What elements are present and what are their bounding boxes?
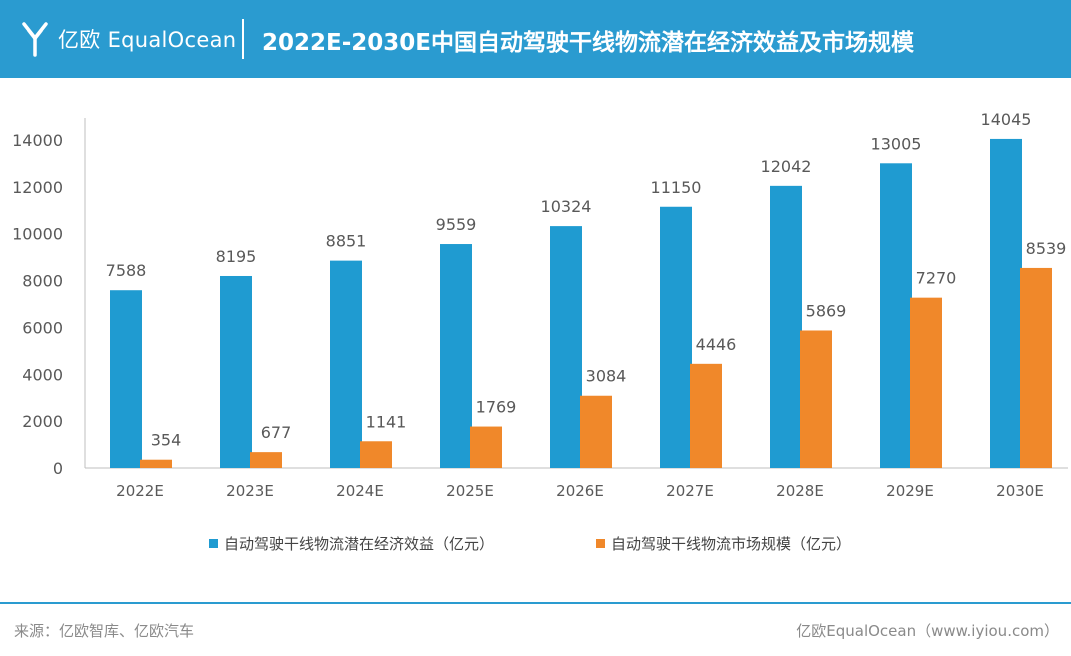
x-tick-label: 2026E — [556, 482, 604, 500]
bar-economic-benefit — [330, 260, 362, 468]
data-label-market-size: 7270 — [916, 269, 957, 288]
data-label-economic-benefit: 12042 — [761, 157, 812, 176]
source-note: 来源：亿欧智库、亿欧汽车 — [14, 622, 195, 640]
legend-item-market-size: 自动驾驶干线物流市场规模（亿元） — [596, 533, 851, 554]
bar-market-size — [250, 452, 282, 468]
page-title: 2022E-2030E中国自动驾驶干线物流潜在经济效益及市场规模 — [262, 30, 914, 56]
data-label-economic-benefit: 8851 — [326, 232, 367, 251]
logo-wordmark: 亿欧 EqualOcean — [58, 28, 237, 52]
y-tick-label: 8000 — [22, 272, 63, 291]
legend-swatch-orange — [596, 539, 605, 548]
chart-legend: 自动驾驶干线物流潜在经济效益（亿元） 自动驾驶干线物流市场规模（亿元） — [0, 533, 1071, 555]
data-label-economic-benefit: 7588 — [106, 261, 147, 280]
data-label-market-size: 3084 — [586, 367, 627, 386]
x-tick-label: 2027E — [666, 482, 714, 500]
bar-market-size — [800, 330, 832, 468]
data-label-market-size: 1141 — [366, 412, 407, 431]
data-label-economic-benefit: 8195 — [216, 247, 257, 266]
bar-market-size — [910, 297, 942, 468]
x-tick-label: 2029E — [886, 482, 934, 500]
bar-economic-benefit — [110, 290, 142, 468]
data-label-market-size: 4446 — [696, 335, 737, 354]
bar-chart: 0 2000 4000 6000 8000 10000 12000 14000 7588 354 2… — [12, 110, 1068, 500]
data-label-economic-benefit: 11150 — [651, 178, 702, 197]
bar-economic-benefit — [660, 206, 692, 468]
data-label-market-size: 677 — [261, 423, 292, 442]
header-banner: 亿欧 EqualOcean 2022E-2030E中国自动驾驶干线物流潜在经济效… — [0, 0, 1071, 78]
x-tick-label: 2023E — [226, 482, 274, 500]
y-tick-label: 6000 — [22, 318, 63, 337]
bar-market-size — [1020, 267, 1052, 468]
bar-economic-benefit — [220, 275, 252, 468]
bar-economic-benefit — [880, 163, 912, 468]
y-tick-label: 4000 — [22, 365, 63, 384]
bar-market-size — [360, 441, 392, 468]
y-tick-label: 12000 — [12, 178, 63, 197]
legend-label-economic-benefit: 自动驾驶干线物流潜在经济效益（亿元） — [224, 535, 495, 553]
data-label-economic-benefit: 13005 — [871, 134, 922, 153]
credit-note: 亿欧EqualOcean（www.iyiou.com） — [796, 622, 1059, 640]
bar-economic-benefit — [990, 138, 1022, 468]
data-label-market-size: 5869 — [806, 301, 847, 320]
y-tick-label: 14000 — [12, 131, 63, 150]
y-tick-label: 0 — [53, 459, 63, 478]
data-label-economic-benefit: 9559 — [436, 215, 477, 234]
legend-swatch-blue — [209, 539, 218, 548]
equalocean-logo-mark-icon — [22, 22, 48, 57]
equalocean-logo: 亿欧 EqualOcean — [22, 18, 236, 60]
x-tick-label: 2028E — [776, 482, 824, 500]
x-tick-label: 2022E — [116, 482, 164, 500]
bar-economic-benefit — [770, 185, 802, 468]
data-label-economic-benefit: 10324 — [541, 197, 592, 216]
x-tick-label: 2024E — [336, 482, 384, 500]
data-label-economic-benefit: 14045 — [981, 110, 1032, 129]
x-tick-label: 2025E — [446, 482, 494, 500]
y-tick-label: 10000 — [12, 225, 63, 244]
bar-market-size — [140, 459, 172, 468]
data-label-market-size: 1769 — [476, 398, 517, 417]
header-divider — [242, 19, 244, 59]
bar-economic-benefit — [440, 244, 472, 468]
footer-divider — [0, 602, 1071, 604]
legend-item-economic-benefit: 自动驾驶干线物流潜在经济效益（亿元） — [209, 533, 494, 554]
legend-label-market-size: 自动驾驶干线物流市场规模（亿元） — [611, 535, 852, 553]
x-tick-label: 2030E — [996, 482, 1044, 500]
data-label-market-size: 354 — [151, 431, 182, 450]
bar-economic-benefit — [550, 226, 582, 468]
y-tick-label: 2000 — [22, 412, 63, 431]
bar-market-size — [580, 395, 612, 468]
bar-market-size — [470, 426, 502, 468]
data-label-market-size: 8539 — [1026, 239, 1067, 258]
bar-market-size — [690, 363, 722, 468]
